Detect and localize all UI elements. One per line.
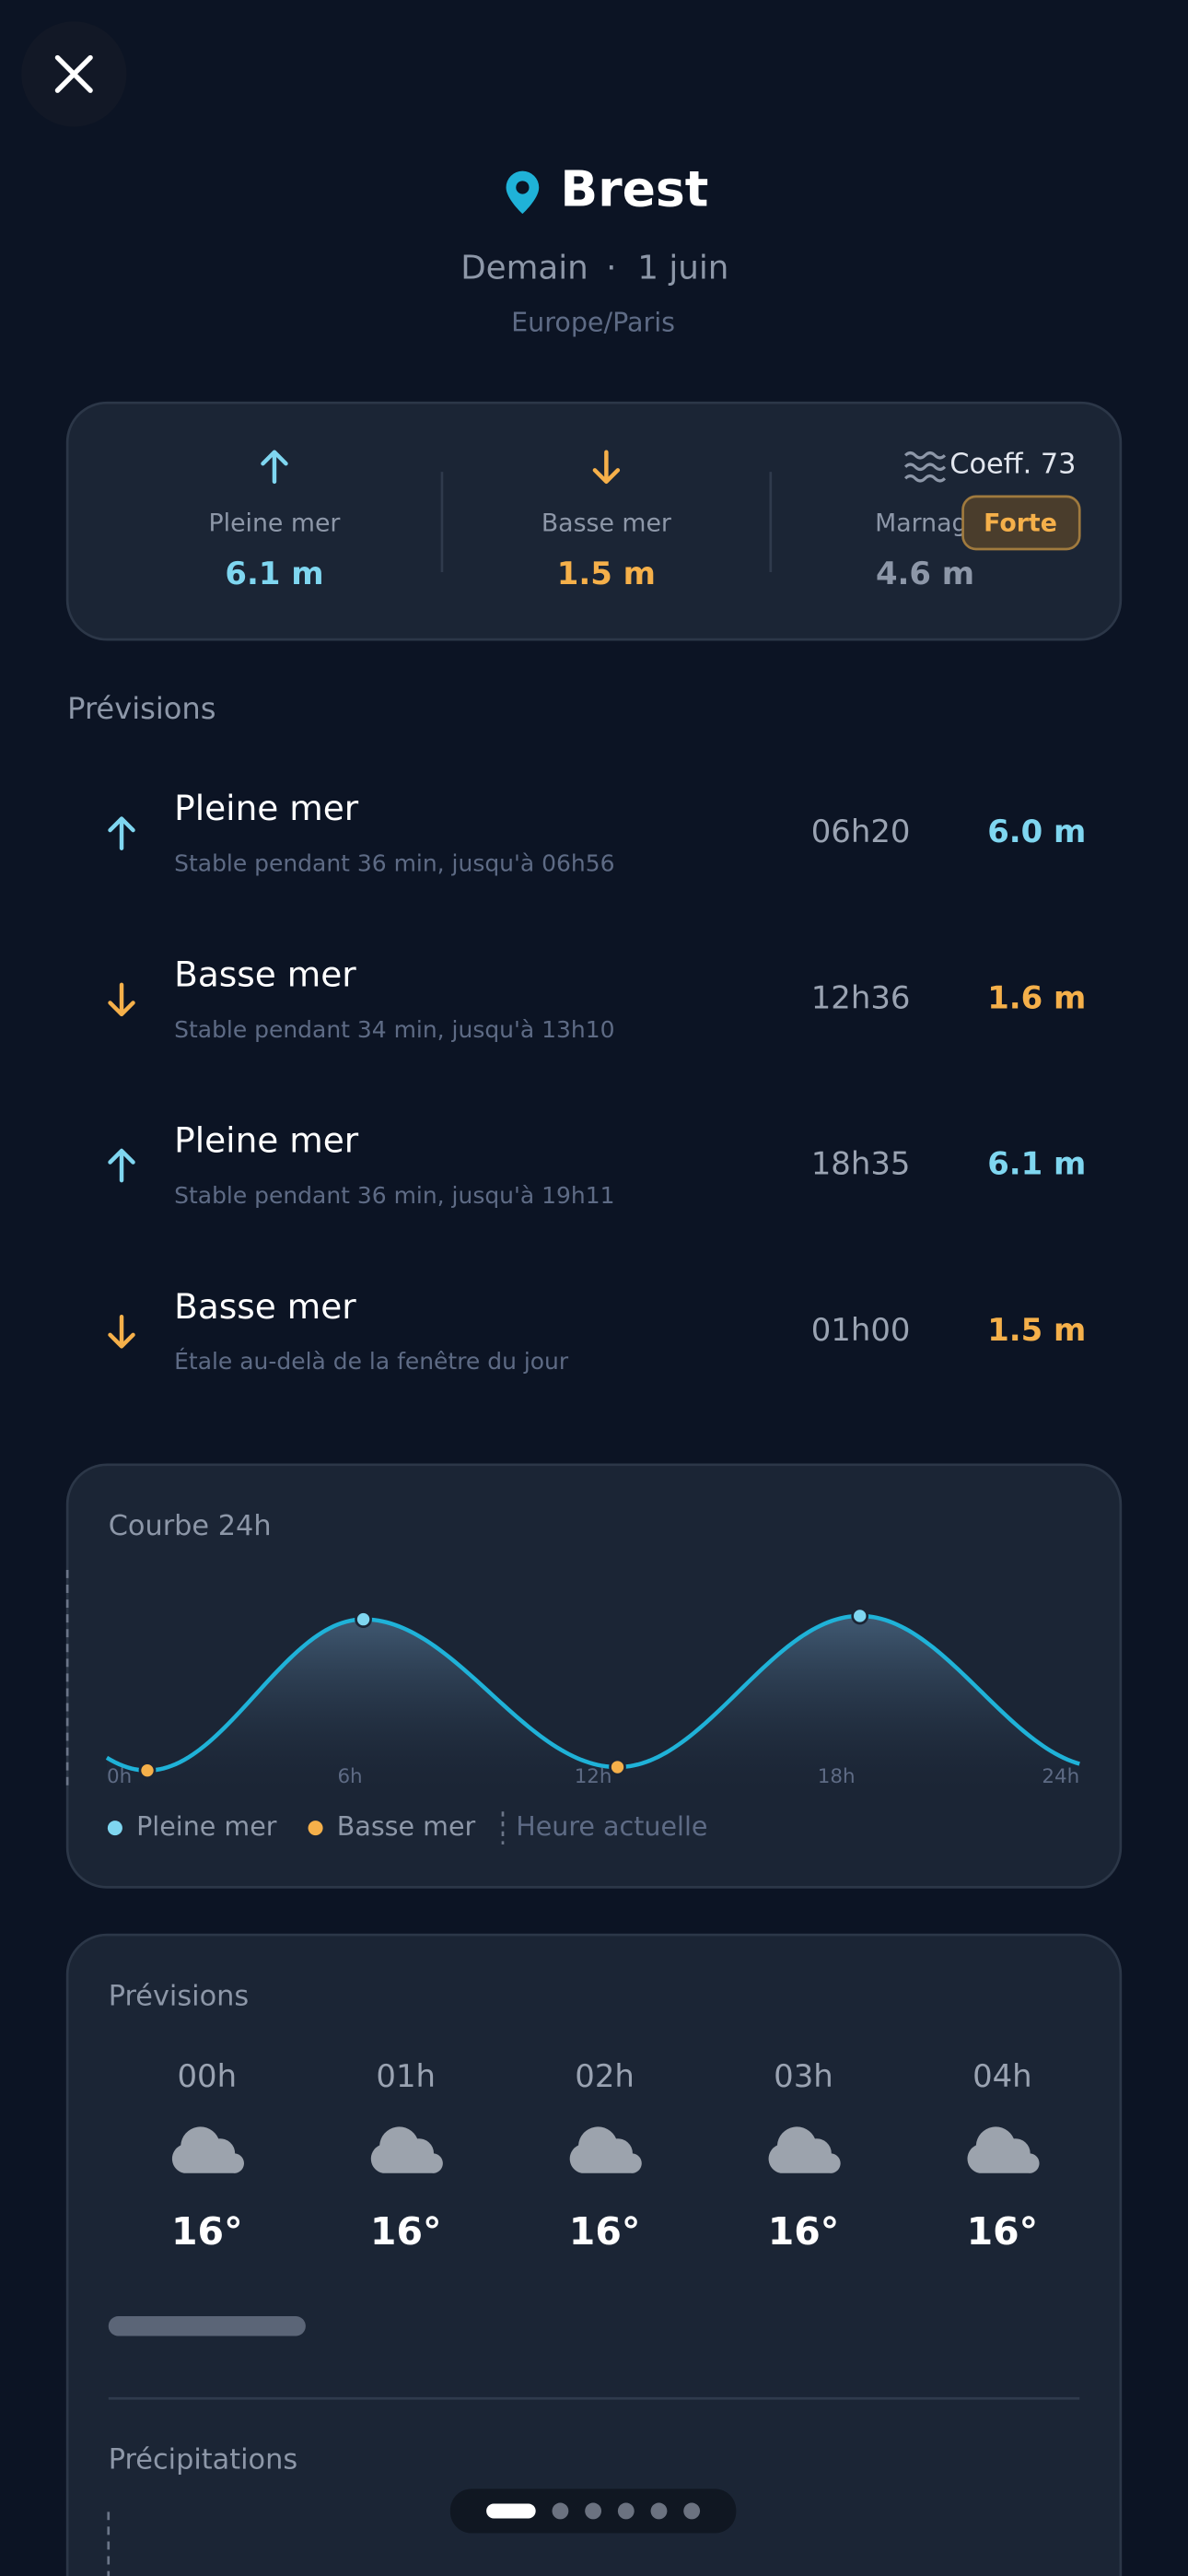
temperature: 16° (171, 2209, 243, 2254)
tide-label: Pleine mer (174, 1120, 359, 1161)
tide-arrow (108, 982, 135, 1017)
cloud-icon (370, 2126, 443, 2173)
hour-label: 01h (376, 2058, 436, 2094)
tide-note: Étale au-delà de la fenêtre du jour (174, 1348, 569, 1375)
summary-card (65, 401, 1123, 641)
legend-dot (107, 1821, 122, 1836)
temperature: 16° (370, 2209, 442, 2254)
weather-card (65, 1933, 1123, 2576)
coefficient: Coeff. 73 (949, 448, 1076, 480)
waves-icon (903, 451, 947, 483)
x-tick-label: 18h (818, 1765, 856, 1788)
tide-point (851, 1607, 869, 1625)
cloud-icon (171, 2126, 244, 2173)
tide-note: Stable pendant 34 min, jusqu'à 13h10 (174, 1016, 614, 1043)
legend-label: Basse mer (337, 1811, 476, 1842)
hour-label: 00h (178, 2058, 238, 2094)
x-tick-label: 24h (1042, 1765, 1079, 1788)
separator: · (606, 250, 616, 287)
tide-note: Stable pendant 36 min, jusqu'à 06h56 (174, 850, 614, 877)
tide-arrow (592, 450, 621, 485)
tide-arrow (108, 816, 135, 850)
x-tick-label: 6h (337, 1765, 362, 1788)
tide-height: 6.1 m (987, 1146, 1086, 1182)
tide-label: Basse mer (174, 954, 356, 994)
scroll-indicator (108, 2316, 306, 2336)
cloud-icon (768, 2126, 841, 2173)
temperature: 16° (967, 2209, 1039, 2254)
tide-arrow (108, 1148, 135, 1183)
hour-label: 02h (575, 2058, 635, 2094)
pager[interactable] (449, 2488, 737, 2534)
summary-value: 4.6 m (876, 556, 974, 591)
tide-label: Pleine mer (174, 788, 359, 828)
day: Demain (460, 250, 588, 287)
card-title: Courbe 24h (109, 1510, 272, 1542)
tide-time: 06h20 (811, 814, 911, 849)
tide-point (138, 1762, 157, 1780)
location-title: Brest (560, 159, 708, 217)
section-title: Prévisions (67, 691, 215, 726)
tide-arrow (108, 1314, 135, 1349)
tide-point (355, 1610, 372, 1628)
tide-point (609, 1758, 626, 1776)
date: 1 juin (637, 250, 728, 287)
summary-label: Basse mer (542, 509, 671, 538)
tide-curve (105, 1613, 1080, 1773)
tide-height: 1.5 m (987, 1312, 1086, 1348)
x-tick-label: 12h (575, 1765, 612, 1788)
hour-label: 04h (973, 2058, 1032, 2094)
summary-value: 1.5 m (557, 556, 656, 591)
location-pin (506, 170, 540, 215)
tide-time: 12h36 (811, 979, 911, 1015)
temperature: 16° (569, 2209, 641, 2254)
tide-arrow (261, 450, 288, 485)
badge (961, 495, 1081, 551)
tide-time: 01h00 (811, 1312, 911, 1348)
hour-label: 03h (774, 2058, 833, 2094)
tide-height: 1.6 m (987, 979, 1086, 1015)
x-tick-label: 0h (107, 1765, 132, 1788)
tide-area (106, 1615, 1080, 1789)
tide-height: 6.0 m (987, 814, 1086, 849)
summary-value: 6.1 m (225, 556, 323, 591)
tide-time: 18h35 (811, 1146, 911, 1182)
legend-dot (308, 1821, 323, 1836)
close-button[interactable] (21, 21, 127, 127)
temperature: 16° (768, 2209, 840, 2254)
cloud-icon (967, 2126, 1040, 2173)
legend-label: Heure actuelle (516, 1811, 707, 1842)
card-title: Prévisions (109, 1980, 249, 2012)
legend-label: Pleine mer (136, 1811, 277, 1842)
cloud-icon (569, 2126, 642, 2173)
summary-label: Pleine mer (209, 509, 341, 538)
tide-note: Stable pendant 36 min, jusqu'à 19h11 (174, 1182, 614, 1209)
timezone: Europe/Paris (511, 308, 675, 338)
tide-label: Basse mer (174, 1286, 356, 1327)
badge-label: Forte (984, 509, 1057, 538)
card-title: Précipitations (109, 2444, 297, 2476)
